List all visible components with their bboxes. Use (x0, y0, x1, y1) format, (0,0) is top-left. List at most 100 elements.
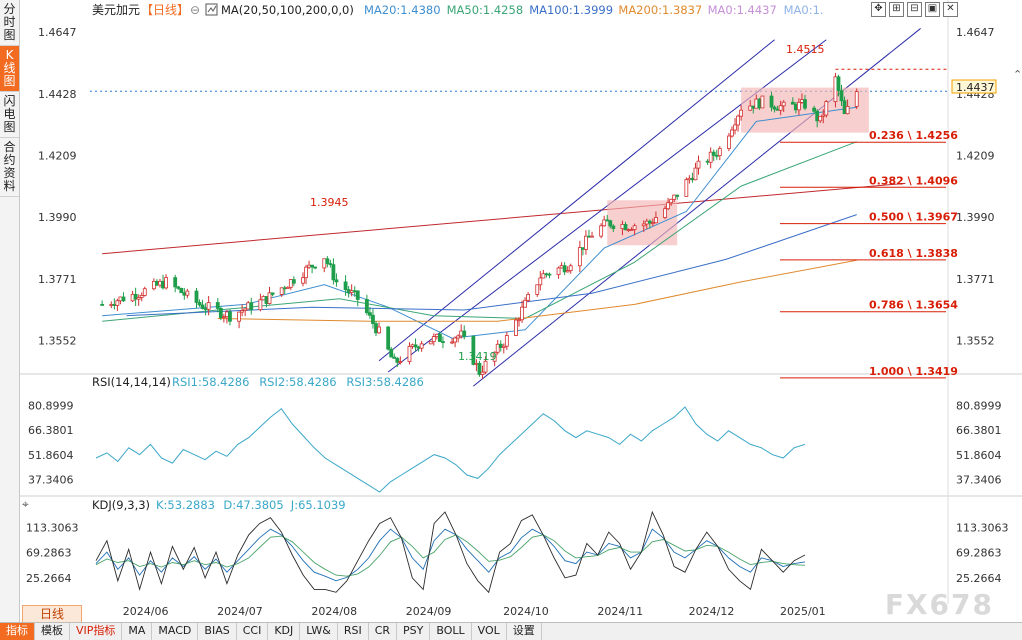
scroll-up-icon[interactable]: ⌃ (1013, 68, 1022, 81)
settings-button[interactable]: 设置 (507, 623, 542, 640)
rsi-tick-left: 37.3406 (28, 474, 74, 487)
lw-button[interactable]: LW& (300, 623, 338, 640)
vol-button[interactable]: VOL (472, 623, 507, 640)
candle-body (215, 302, 220, 309)
tab-contract-info[interactable]: 合约资料 (0, 138, 19, 197)
close-icon[interactable]: ✕ (943, 2, 958, 17)
ma-value-3: MA200:1.3837 (618, 3, 702, 17)
candle-body (364, 299, 369, 314)
rsi-value-1: RSI2:58.4286 (259, 375, 336, 389)
ma-value-5: MA0:1. (784, 3, 824, 17)
zoom-in-icon[interactable]: ⊞ (889, 2, 904, 17)
boll-button[interactable]: BOLL (430, 623, 472, 640)
candle-body (501, 345, 506, 348)
candle-body (237, 311, 241, 322)
fib-label: 0.382 \ 1.4096 (869, 174, 958, 187)
candle-body (675, 194, 680, 197)
candle-body (836, 76, 841, 92)
price-tick-right: 1.4647 (956, 26, 995, 39)
candle-body (736, 115, 740, 126)
candle-body (392, 356, 397, 359)
rsi-values: RSI1:58.4286 RSI2:58.4286 RSI3:58.4286 (172, 375, 424, 389)
move-icon[interactable]: ✥ (871, 2, 886, 17)
candle-body (352, 290, 357, 293)
candle-body (206, 302, 211, 310)
zoom-out-icon[interactable]: ⊟ (907, 2, 922, 17)
watermark-logo: FX678 (884, 588, 994, 621)
candle-body (228, 311, 232, 322)
candle-body (471, 336, 476, 365)
rsi-tick-right: 80.8999 (956, 399, 1002, 412)
candle-body (565, 270, 570, 273)
template-button[interactable]: 模板 (35, 623, 70, 640)
candle-body (590, 235, 594, 238)
candle-body (623, 223, 628, 231)
candle-body (109, 304, 114, 306)
psy-button[interactable]: PSY (397, 623, 431, 640)
ma-icon-glyph (207, 5, 217, 13)
indicator-button[interactable]: 指标 (0, 623, 35, 640)
chart-canvas[interactable]: 0.236 \ 1.4256 0.382 \ 1.4096 0.500 \ 1.39… (0, 0, 1022, 622)
fib-label: 0.618 \ 1.3838 (869, 247, 958, 260)
kdj-value-1: D:47.3805 (223, 498, 283, 512)
candle-body (441, 341, 445, 343)
candle-body (602, 219, 607, 227)
target-icon[interactable]: ⌖ (22, 497, 29, 511)
candle-body (833, 76, 838, 102)
candle-body (151, 281, 156, 290)
tab-flash[interactable]: 闪电图 (0, 92, 19, 138)
candle-body (374, 323, 378, 334)
candle-body (161, 280, 165, 289)
macd-button[interactable]: MACD (152, 623, 199, 640)
candle-body (176, 286, 181, 289)
candle-body (240, 310, 245, 313)
candle-body (790, 101, 795, 105)
cr-button[interactable]: CR (369, 623, 398, 640)
candle-body (797, 101, 801, 111)
candle-body (142, 288, 147, 296)
cci-button[interactable]: CCI (237, 623, 269, 640)
tab-timeshare[interactable]: 分时图 (0, 0, 19, 46)
candle-body (115, 300, 120, 306)
kdj-tick-left: 113.3063 (26, 521, 79, 534)
bias-button[interactable]: BIAS (198, 623, 237, 640)
daily-period-tab[interactable]: 日线 (22, 605, 82, 624)
kdj-button[interactable]: KDJ (268, 623, 301, 640)
tab-kline[interactable]: K线图 (0, 46, 19, 92)
candle-body (307, 264, 311, 268)
candle-body (225, 311, 229, 318)
candle-body (517, 319, 521, 322)
time-tick: 2024/09 (406, 605, 452, 618)
rsi-tick-right: 51.8604 (956, 449, 1002, 462)
time-tick: 2024/12 (689, 605, 735, 618)
candle-body (854, 91, 859, 107)
candle-body (727, 135, 731, 149)
kdj-value-2: J:65.1039 (290, 498, 346, 512)
maximize-icon[interactable]: ▣ (925, 2, 940, 17)
candle-body (504, 335, 509, 347)
candle-body (535, 284, 540, 295)
price-tick-left: 1.4209 (38, 149, 77, 162)
candle-body (197, 302, 202, 306)
candle-body (285, 286, 290, 289)
fib-label: 1.000 \ 1.3419 (869, 365, 958, 378)
rsi-button[interactable]: RSI (338, 623, 369, 640)
candle-body (133, 293, 138, 300)
trend-line (378, 39, 775, 362)
vip-indicator-button[interactable]: VIP指标 (70, 623, 123, 640)
settings-icon[interactable]: ⊖ (190, 3, 200, 17)
candle-body (173, 277, 178, 288)
candle-body (498, 343, 503, 348)
period-sidebar: 分时图 K线图 闪电图 合约资料 (0, 0, 20, 622)
candle-body (325, 258, 330, 264)
candle-body (419, 343, 424, 349)
candle-body (221, 316, 226, 319)
candle-body (842, 100, 847, 115)
candle-body (803, 99, 807, 109)
candle-body (568, 265, 573, 271)
candle-body (179, 287, 184, 294)
ma-button[interactable]: MA (122, 623, 153, 640)
candle-body (538, 277, 543, 286)
candle-body (118, 296, 123, 302)
ma-line-ma100 (126, 214, 857, 317)
